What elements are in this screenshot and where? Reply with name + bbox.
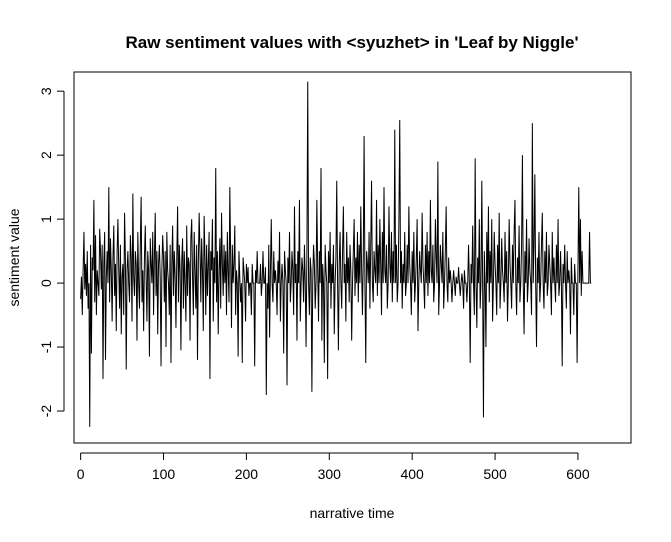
- x-tick-label: 500: [483, 466, 507, 482]
- y-tick-label: -2: [38, 405, 54, 418]
- x-axis: 0 100 200 300 400 500 600: [77, 452, 590, 482]
- y-axis: -2 -1 0 1 2 3: [38, 87, 65, 418]
- y-tick-label: 1: [38, 215, 54, 223]
- sentiment-series-line: [80, 81, 592, 428]
- y-tick-label: 0: [38, 279, 54, 287]
- x-tick-label: 300: [318, 466, 342, 482]
- plot-frame: [73, 71, 632, 444]
- x-tick-label: 200: [235, 466, 259, 482]
- x-tick-label: 400: [400, 466, 424, 482]
- y-tick-label: 2: [38, 151, 54, 159]
- x-axis-label: narrative time: [310, 505, 395, 521]
- y-tick-label: 3: [38, 87, 54, 95]
- x-tick-label: 100: [152, 466, 176, 482]
- y-tick-label: -1: [38, 341, 54, 354]
- x-tick-label: 600: [566, 466, 590, 482]
- chart-title: Raw sentiment values with <syuzhet> in '…: [125, 33, 578, 52]
- y-axis-label: sentiment value: [6, 208, 22, 306]
- x-tick-label: 0: [77, 466, 85, 482]
